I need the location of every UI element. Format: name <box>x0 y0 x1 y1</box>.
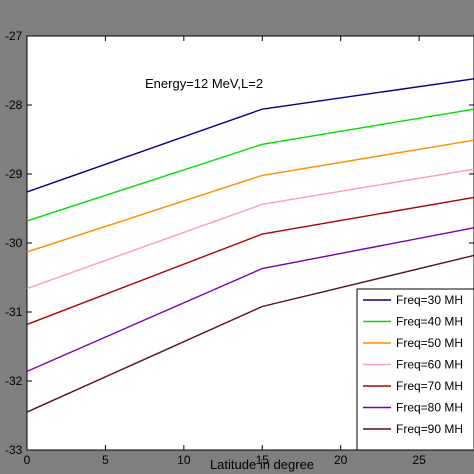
y-tick-label: -33 <box>5 443 23 457</box>
series-line <box>26 108 474 222</box>
x-axis-title: Latitude in degree <box>210 457 314 472</box>
x-tick-label: 5 <box>102 453 109 467</box>
x-tick-label: 10 <box>177 453 191 467</box>
series-lines <box>26 78 474 413</box>
x-tick-label: 15 <box>256 453 270 467</box>
series-line <box>26 168 474 290</box>
y-tick-label: -31 <box>5 305 23 319</box>
y-tick-label: -27 <box>5 29 23 43</box>
y-tick-label: -29 <box>5 167 23 181</box>
series-line <box>26 139 474 253</box>
y-tick-label: -30 <box>5 236 23 250</box>
legend-entry: Freq=50 MH <box>396 336 463 350</box>
series-line <box>26 78 474 193</box>
legend-entry: Freq=30 MH <box>396 293 463 307</box>
series-line <box>26 227 474 372</box>
legend: Freq=30 MH Freq=40 MH Freq=50 MH Freq=60 MH… <box>356 288 474 451</box>
x-tick-label: 0 <box>24 453 31 467</box>
x-tick-label: 25 <box>412 453 426 467</box>
legend-entry: Freq=40 MH <box>396 315 463 329</box>
y-tick-label: -28 <box>5 98 23 112</box>
y-tick-label: -32 <box>5 374 23 388</box>
legend-box <box>356 288 474 451</box>
series-line <box>26 254 474 413</box>
x-axis: 0 5 10 15 20 25 <box>24 36 426 467</box>
legend-entry: Freq=70 MH <box>396 379 463 393</box>
legend-entry: Freq=80 MH <box>396 401 463 415</box>
x-tick-label: 20 <box>334 453 348 467</box>
legend-entry: Freq=60 MH <box>396 358 463 372</box>
legend-entry: Freq=90 MH <box>396 422 463 436</box>
series-line <box>26 196 474 326</box>
energy-annotation: Energy=12 MeV,L=2 <box>145 76 263 91</box>
